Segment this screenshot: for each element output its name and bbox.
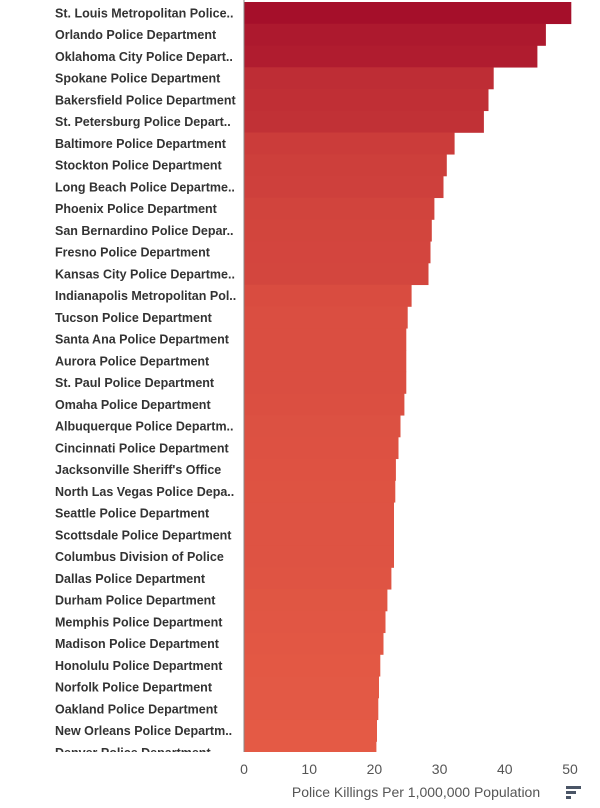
- bar[interactable]: [244, 306, 408, 329]
- category-label: Madison Police Department: [55, 637, 220, 651]
- category-label: Columbus Division of Police: [55, 550, 224, 564]
- category-label: Memphis Police Department: [55, 615, 223, 629]
- category-label: Bakersfield Police Department: [55, 93, 236, 107]
- bar[interactable]: [244, 719, 377, 742]
- bar[interactable]: [244, 45, 538, 68]
- category-label: Denver Police Department: [55, 746, 211, 760]
- x-tick-label: 20: [367, 761, 383, 777]
- x-tick-label: 40: [497, 761, 513, 777]
- bar[interactable]: [244, 284, 412, 307]
- bar[interactable]: [244, 154, 447, 177]
- category-label: Durham Police Department: [55, 594, 216, 608]
- bar[interactable]: [244, 176, 444, 199]
- bar[interactable]: [244, 632, 384, 655]
- bar[interactable]: [244, 263, 429, 286]
- category-label: North Las Vegas Police Depa..: [55, 485, 234, 499]
- filter-lines-icon: [566, 786, 581, 799]
- category-label: Stockton Police Department: [55, 159, 223, 173]
- x-axis-title: Police Killings Per 1,000,000 Population: [292, 784, 540, 800]
- x-tick-label: 10: [301, 761, 317, 777]
- category-label: New Orleans Police Departm..: [55, 724, 232, 738]
- category-label: San Bernardino Police Depar..: [55, 224, 234, 238]
- bar[interactable]: [244, 110, 484, 133]
- bar[interactable]: [244, 89, 489, 112]
- bar[interactable]: [244, 480, 396, 503]
- x-tick-label: 50: [562, 761, 578, 777]
- x-tick-label: 30: [432, 761, 448, 777]
- bar[interactable]: [244, 67, 494, 90]
- category-label: Honolulu Police Department: [55, 659, 223, 673]
- bar[interactable]: [244, 393, 405, 416]
- x-tick-label: 0: [240, 761, 248, 777]
- bar[interactable]: [244, 371, 407, 394]
- category-label: Seattle Police Department: [55, 507, 210, 521]
- bar[interactable]: [244, 328, 407, 351]
- category-label: Phoenix Police Department: [55, 202, 218, 216]
- category-label: St. Paul Police Department: [55, 376, 215, 390]
- category-label: Santa Ana Police Department: [55, 333, 230, 347]
- bar[interactable]: [244, 132, 455, 155]
- bar[interactable]: [244, 241, 431, 264]
- category-label: Norfolk Police Department: [55, 681, 213, 695]
- bar[interactable]: [244, 567, 392, 590]
- bar[interactable]: [244, 437, 399, 460]
- category-label: Scottsdale Police Department: [55, 528, 232, 542]
- category-label: Omaha Police Department: [55, 398, 211, 412]
- bar[interactable]: [244, 741, 377, 764]
- bar[interactable]: [244, 197, 435, 220]
- category-label: Tucson Police Department: [55, 311, 213, 325]
- bar[interactable]: [244, 698, 379, 721]
- category-label: Baltimore Police Department: [55, 137, 227, 151]
- category-label: Orlando Police Department: [55, 28, 217, 42]
- bar[interactable]: [244, 502, 394, 525]
- bar[interactable]: [244, 589, 388, 612]
- category-label: Cincinnati Police Department: [55, 441, 229, 455]
- category-label: St. Louis Metropolitan Police..: [55, 6, 234, 20]
- bar[interactable]: [244, 23, 546, 46]
- bar[interactable]: [244, 676, 379, 699]
- category-label: Oklahoma City Police Depart..: [55, 50, 233, 64]
- bar[interactable]: [244, 545, 394, 568]
- bar[interactable]: [244, 415, 401, 438]
- bar[interactable]: [244, 654, 381, 677]
- category-label: Jacksonville Sheriff's Office: [55, 463, 221, 477]
- category-label: Aurora Police Department: [55, 354, 210, 368]
- bar[interactable]: [244, 2, 572, 25]
- category-label: St. Petersburg Police Depart..: [55, 115, 231, 129]
- category-label: Albuquerque Police Departm..: [55, 420, 234, 434]
- category-label: Indianapolis Metropolitan Pol..: [55, 289, 236, 303]
- bar[interactable]: [244, 219, 432, 242]
- bar[interactable]: [244, 611, 386, 634]
- bars-group: [244, 2, 572, 764]
- category-label: Kansas City Police Departme..: [55, 267, 235, 281]
- bar[interactable]: [244, 524, 394, 547]
- x-axis-ticks: 0 10 20 30 40 50: [240, 761, 578, 777]
- bar[interactable]: [244, 350, 407, 373]
- category-label: Long Beach Police Departme..: [55, 180, 235, 194]
- category-label: Fresno Police Department: [55, 246, 211, 260]
- category-labels: St. Louis Metropolitan Police.. Orlando P…: [55, 6, 236, 760]
- category-label: Oakland Police Department: [55, 702, 218, 716]
- bar[interactable]: [244, 458, 396, 481]
- category-label: Dallas Police Department: [55, 572, 206, 586]
- category-label: Spokane Police Department: [55, 72, 221, 86]
